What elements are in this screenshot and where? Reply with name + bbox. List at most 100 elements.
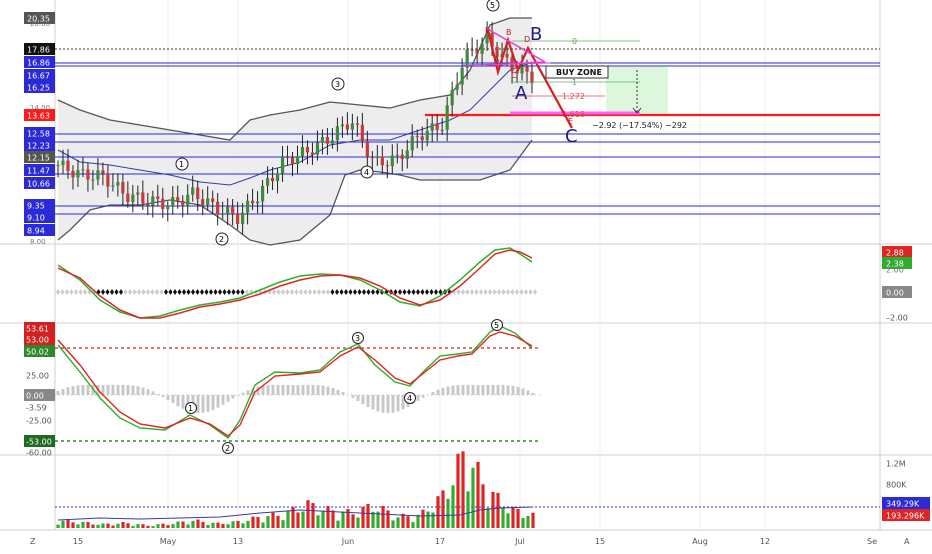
volume-bar — [481, 484, 484, 528]
price-axis-value: 17.86 — [27, 46, 50, 55]
candle-body — [276, 173, 279, 181]
candle-body — [520, 66, 523, 73]
time-axis-tick: May — [160, 537, 177, 546]
candle-body — [311, 152, 314, 154]
volume-bar — [306, 500, 309, 528]
volume-bar — [301, 512, 304, 528]
candle-body — [456, 85, 459, 90]
cci-axis-value: 0.00 — [26, 392, 44, 401]
candle-body — [406, 150, 409, 159]
cci-hist-bar — [332, 388, 335, 395]
volume-bar — [426, 512, 429, 528]
volume-bar — [386, 510, 389, 528]
volume-bar — [151, 526, 154, 528]
volume-bar — [76, 524, 79, 528]
cci-hist-bar — [372, 395, 375, 410]
volume-bar — [266, 516, 269, 528]
volume-axis-value: 193.296K — [886, 512, 925, 521]
volume-bar — [86, 522, 89, 528]
wave-label-c: C — [565, 126, 578, 147]
cci-hist-bar — [342, 392, 345, 395]
candle-body — [326, 137, 329, 144]
volume-bar — [456, 454, 459, 528]
volume-bar — [256, 517, 259, 528]
volume-bar — [66, 520, 69, 528]
candle-body — [261, 186, 264, 202]
cci-hist-bar — [437, 390, 440, 395]
candle-body — [96, 170, 99, 179]
price-axis-value: 13.63 — [27, 112, 50, 121]
candle-body — [81, 169, 84, 170]
candle-body — [101, 170, 104, 173]
cci-hist-bar — [487, 385, 490, 395]
candle-body — [451, 90, 454, 106]
cci-hist-bar — [317, 385, 320, 395]
volume-bar — [226, 524, 229, 528]
volume-bar — [211, 523, 214, 528]
cci-hist-bar — [117, 385, 120, 395]
cci-axis-value: 25.00 — [26, 372, 49, 381]
time-axis-tick: Aug — [692, 537, 708, 546]
volume-bar — [521, 518, 524, 528]
candle-body — [481, 43, 484, 54]
measure-text: −2.92 (−17.54%) −292 — [592, 121, 687, 130]
cci-hist-bar — [167, 395, 170, 400]
time-axis-tick: 17 — [435, 537, 445, 546]
auto-scale-button[interactable]: A — [904, 537, 910, 546]
cci-hist-bar — [397, 395, 400, 411]
cci-hist-bar — [272, 385, 275, 395]
volume-bar — [421, 510, 424, 528]
cci-hist-bar — [327, 387, 330, 395]
harmonic-point-b: B — [506, 28, 512, 37]
svg-text:4: 4 — [407, 394, 412, 403]
volume-bar — [491, 492, 494, 528]
cci-hist-bar — [207, 395, 210, 412]
volume-bar — [356, 517, 359, 528]
cci-hist-bar — [517, 387, 520, 395]
candle-body — [126, 193, 129, 202]
candle-body — [66, 161, 69, 171]
candle-body — [391, 155, 394, 166]
volume-bar — [451, 485, 454, 528]
candle-body — [181, 201, 184, 205]
cci-hist-bar — [417, 395, 420, 401]
svg-text:5: 5 — [490, 1, 495, 10]
wave-circle-4: 4 — [361, 166, 373, 178]
candle-body — [286, 157, 289, 158]
candle-body — [221, 214, 224, 215]
volume-bar — [166, 525, 169, 528]
cci-hist-bar — [357, 395, 360, 401]
candle-body — [251, 201, 254, 204]
wave-circle-2: 2 — [216, 233, 228, 245]
cci-axis-value: -53.00 — [26, 438, 52, 447]
svg-text:2: 2 — [219, 235, 224, 244]
cci-hist-bar — [127, 385, 130, 395]
volume-bar — [496, 493, 499, 528]
candle-body — [146, 203, 149, 205]
candle-body — [91, 180, 94, 181]
volume-axis-value: 349.29K — [886, 500, 920, 509]
candle-body — [106, 174, 109, 187]
cci-hist-bar — [362, 395, 365, 404]
cci-hist-bar — [462, 385, 465, 395]
candle-body — [141, 192, 144, 203]
cci-hist-bar — [152, 391, 155, 395]
cci-hist-bar — [527, 390, 530, 395]
volume-bar — [531, 513, 534, 528]
volume-bar — [181, 521, 184, 528]
cci-hist-bar — [147, 389, 150, 395]
cci-hist-bar — [72, 386, 75, 395]
cci-hist-bar — [477, 385, 480, 395]
cci-circle-5: 5 — [492, 320, 503, 331]
candle-body — [176, 197, 179, 201]
time-axis-tick: 15 — [595, 537, 605, 546]
volume-bar — [116, 524, 119, 528]
candle-body — [131, 195, 134, 203]
svg-text:1: 1 — [188, 404, 193, 413]
candle-body — [366, 141, 369, 157]
candle-body — [226, 207, 229, 214]
timezone-button[interactable]: Z — [30, 537, 36, 546]
candle-body — [206, 198, 209, 204]
cci-axis-value: 53.61 — [26, 325, 49, 334]
